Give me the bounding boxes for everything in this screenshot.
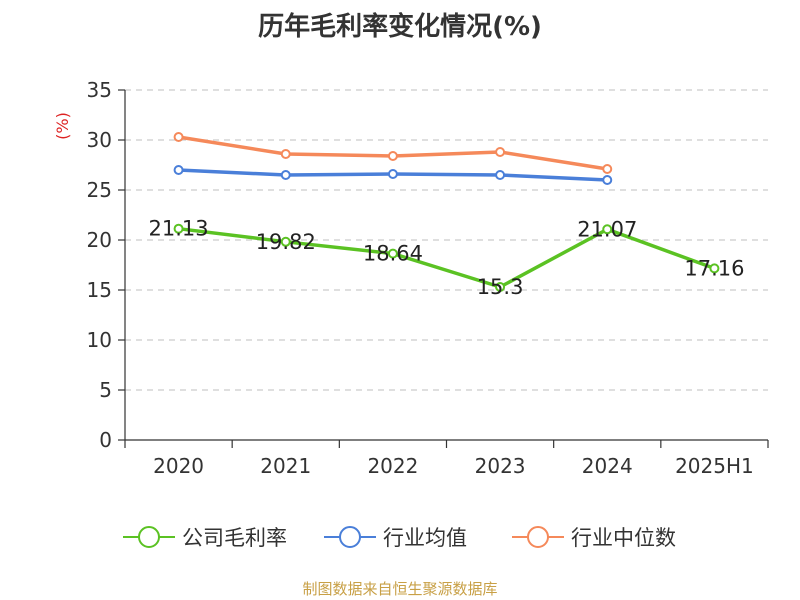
data-point [387, 169, 398, 179]
y-tick-label: 15 [87, 278, 112, 302]
x-tick-label: 2020 [153, 454, 204, 478]
series-line [178, 226, 716, 289]
x-tick-label: 2023 [475, 454, 526, 478]
data-label: 19.82 [256, 230, 316, 254]
data-label: 21.13 [149, 217, 209, 241]
y-tick-label: 25 [87, 178, 112, 202]
legend-swatch-marker [138, 526, 160, 548]
data-point [602, 175, 613, 185]
data-point [602, 164, 613, 174]
legend-item[interactable]: 公司毛利率 [123, 526, 287, 550]
data-point [173, 223, 184, 234]
legend-item[interactable]: 行业中位数 [512, 526, 676, 550]
data-point [602, 224, 613, 235]
source-note: 制图数据来自恒生聚源数据库 [302, 580, 498, 598]
data-point [387, 151, 398, 161]
y-tick-label: 10 [87, 328, 112, 352]
data-point [709, 263, 720, 274]
data-label: 15.3 [477, 275, 524, 299]
y-axis-unit-label: (%) [53, 112, 72, 140]
grid-lines [125, 89, 768, 391]
chart-title: 历年毛利率变化情况(%) [258, 12, 542, 42]
data-point [173, 132, 184, 142]
data-point [387, 248, 398, 259]
legend-swatch-marker [527, 526, 549, 548]
x-tick-label: 2022 [367, 454, 418, 478]
legend-label: 公司毛利率 [182, 526, 287, 550]
data-label: 18.64 [363, 242, 423, 266]
series-lines [173, 132, 720, 292]
legend-item[interactable]: 行业均值 [324, 526, 467, 550]
data-label: 21.07 [577, 217, 637, 241]
data-point [495, 170, 506, 180]
legend[interactable]: 公司毛利率 行业均值 行业中位数 [123, 526, 676, 550]
x-tick-label: 2025H1 [675, 454, 754, 478]
x-tick-label: 2021 [260, 454, 311, 478]
data-point [495, 147, 506, 157]
legend-label: 行业均值 [383, 526, 467, 550]
y-tick-label: 20 [87, 228, 112, 252]
data-point [495, 282, 506, 292]
y-tick-label: 30 [87, 128, 112, 152]
data-point [280, 236, 291, 247]
y-tick-label: 35 [87, 78, 112, 102]
legend-swatch-marker [339, 526, 361, 548]
y-tick-label: 0 [99, 428, 112, 452]
data-point [280, 170, 291, 180]
y-tick-label: 5 [99, 378, 112, 402]
x-tick-label: 2024 [582, 454, 633, 478]
data-label: 17.16 [684, 256, 744, 280]
axes: 0 5 10 15 20 25 30 35 2020 2021 2022 2023 2024 2025H1 [87, 78, 769, 478]
data-labels: 21.13 19.82 18.64 15.3 21.07 17.16 [149, 217, 745, 299]
legend-label: 行业中位数 [571, 526, 676, 550]
data-point [173, 165, 184, 175]
data-point [280, 149, 291, 159]
